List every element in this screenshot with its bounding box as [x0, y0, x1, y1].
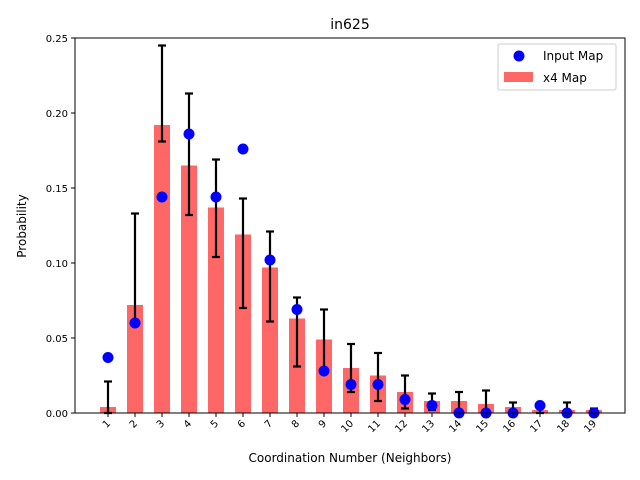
marker-17 — [534, 400, 546, 411]
bar-3 — [154, 125, 170, 413]
legend: Input Map x4 Map — [497, 43, 617, 91]
error-bar-6 — [239, 197, 247, 310]
y-tick-label: 0.05 — [46, 334, 68, 345]
y-tick-label: 0.00 — [46, 409, 68, 420]
chart-title: in625 — [330, 17, 369, 33]
bar-7 — [262, 267, 278, 413]
legend-swatch-x4-map — [504, 72, 533, 82]
error-bar-3 — [158, 44, 166, 143]
marker-group — [102, 128, 600, 419]
y-axis-label: Probability — [15, 194, 29, 257]
marker-9 — [318, 365, 330, 377]
marker-5 — [210, 191, 222, 203]
y-axis: 0.00 0.05 0.10 0.15 0.20 0.25 — [46, 34, 75, 420]
bar-2 — [127, 305, 143, 413]
y-tick-label: 0.25 — [46, 34, 68, 45]
marker-6 — [237, 143, 249, 155]
marker-12 — [399, 394, 411, 405]
legend-marker-input-map — [513, 50, 525, 62]
bar-4 — [181, 165, 197, 413]
marker-4 — [183, 128, 195, 140]
marker-8 — [291, 304, 303, 315]
marker-7 — [264, 254, 276, 266]
marker-3 — [156, 191, 168, 203]
y-tick-label: 0.20 — [46, 109, 68, 120]
error-bar-5 — [212, 158, 220, 259]
legend-label-x4-map: x4 Map — [543, 71, 587, 85]
marker-2 — [129, 317, 141, 329]
marker-11 — [372, 379, 384, 390]
marker-13 — [426, 400, 438, 411]
x-axis-label: Coordination Number (Neighbors) — [249, 451, 452, 465]
y-tick-label: 0.15 — [46, 184, 68, 195]
marker-10 — [345, 379, 357, 390]
marker-1 — [102, 352, 114, 363]
bar-5 — [208, 207, 224, 413]
bar-6 — [235, 234, 251, 413]
error-bar-7 — [266, 230, 274, 323]
plot-frame — [74, 37, 626, 414]
legend-label-input-map: Input Map — [543, 49, 603, 63]
error-bar-4 — [185, 92, 193, 217]
error-bar-11 — [374, 351, 382, 403]
y-tick-label: 0.10 — [46, 259, 68, 270]
